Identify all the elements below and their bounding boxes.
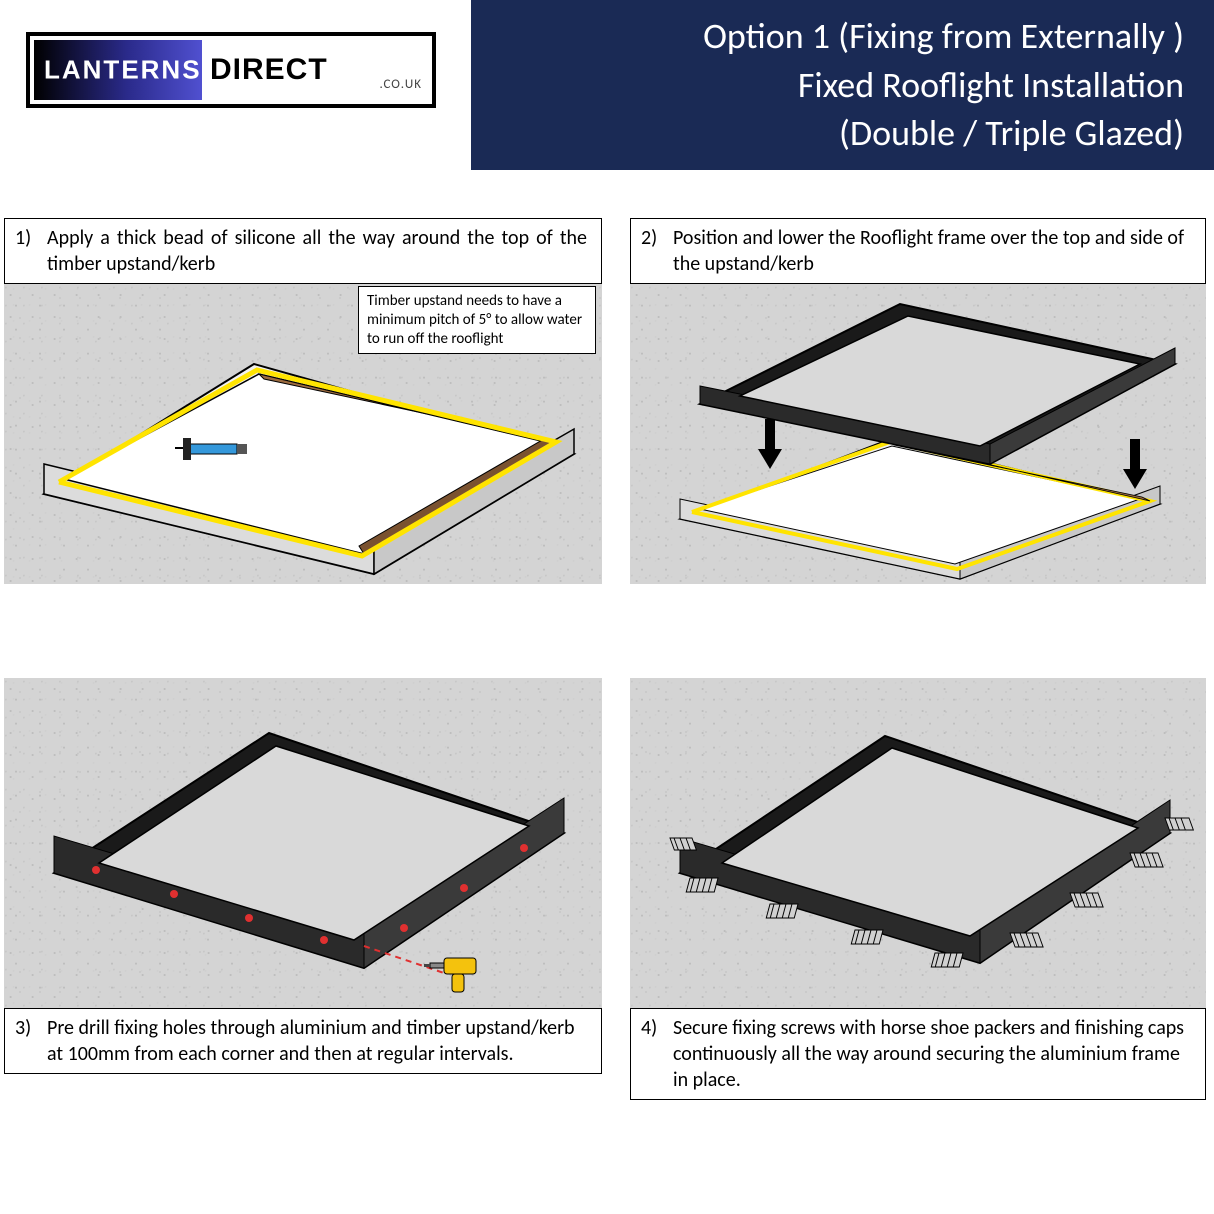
title-line-1: Option 1 (Fixing from Externally ) xyxy=(703,12,1184,61)
title-line-3: (Double / Triple Glazed) xyxy=(839,109,1184,158)
logo-suffix: .CO.UK xyxy=(379,77,422,92)
illustration-1: Timber upstand needs to have a minimum p… xyxy=(4,284,602,584)
caption-3-text: Pre drill fixing holes through aluminium… xyxy=(47,1015,587,1067)
caption-2-num: 2) xyxy=(641,225,673,277)
caption-2-text: Position and lower the Rooflight frame o… xyxy=(673,225,1191,277)
panel-1: 1) Apply a thick bead of silicone all th… xyxy=(4,218,602,584)
illustration-2 xyxy=(630,284,1206,584)
logo-container: LANTERNS DIRECT .CO.UK xyxy=(0,0,436,108)
illustration-3 xyxy=(4,678,602,1008)
panel-4: 4) Secure fixing screws with horse shoe … xyxy=(630,678,1206,1100)
logo-left-text: LANTERNS xyxy=(44,55,202,86)
caption-4-text: Secure fixing screws with horse shoe pac… xyxy=(673,1015,1191,1093)
caption-3: 3) Pre drill fixing holes through alumin… xyxy=(4,1008,602,1074)
title-box: Option 1 (Fixing from Externally ) Fixed… xyxy=(471,0,1214,170)
caption-1-num: 1) xyxy=(15,225,47,277)
logo-right-text: DIRECT xyxy=(210,53,328,87)
header: LANTERNS DIRECT .CO.UK Option 1 (Fixing … xyxy=(0,0,1214,170)
caption-1: 1) Apply a thick bead of silicone all th… xyxy=(4,218,602,284)
note-box-1: Timber upstand needs to have a minimum p… xyxy=(358,286,596,354)
caption-4-num: 4) xyxy=(641,1015,673,1093)
caption-3-num: 3) xyxy=(15,1015,47,1067)
caption-1-text: Apply a thick bead of silicone all the w… xyxy=(47,225,587,277)
caption-2: 2) Position and lower the Rooflight fram… xyxy=(630,218,1206,284)
panel-2: 2) Position and lower the Rooflight fram… xyxy=(630,218,1206,584)
title-line-2: Fixed Rooflight Installation xyxy=(798,61,1184,110)
panel-3: 3) Pre drill fixing holes through alumin… xyxy=(4,678,602,1074)
caption-4: 4) Secure fixing screws with horse shoe … xyxy=(630,1008,1206,1100)
brand-logo: LANTERNS DIRECT .CO.UK xyxy=(26,32,436,108)
illustration-4 xyxy=(630,678,1206,1008)
